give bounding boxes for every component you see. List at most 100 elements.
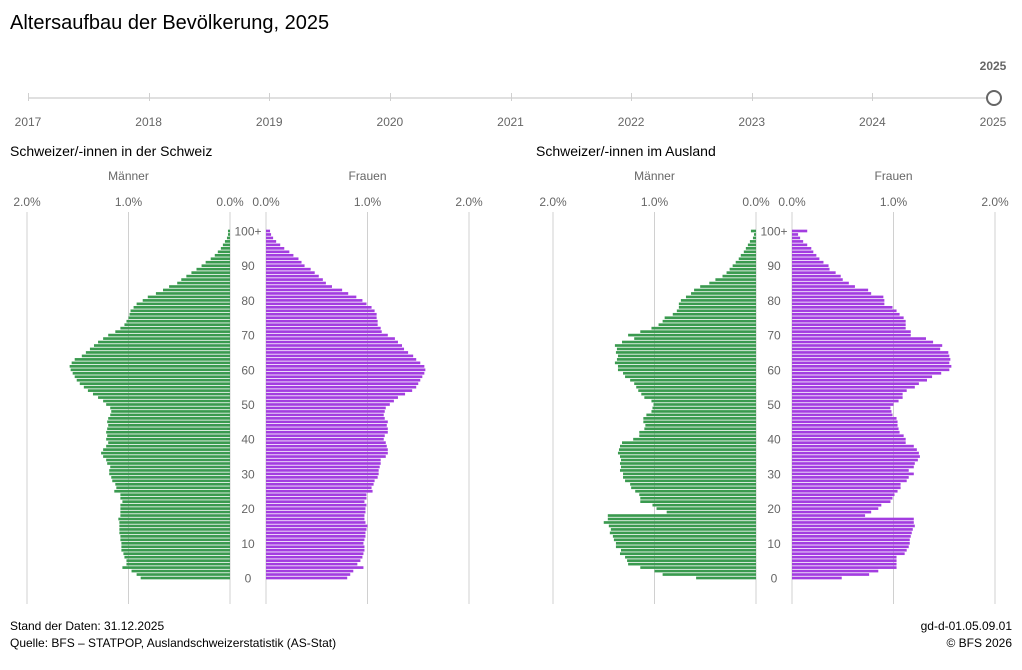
- bar-women-age-61: [792, 364, 952, 368]
- bar-women-age-74: [266, 319, 378, 323]
- bar-women-age-62: [792, 361, 950, 365]
- bar-women-age-13: [792, 531, 912, 535]
- bar-men-age-98: [226, 236, 230, 240]
- women-label: Frauen: [348, 169, 386, 183]
- year-label-2024[interactable]: 2024: [859, 115, 886, 129]
- bar-women-age-64: [792, 354, 950, 358]
- bar-women-age-6: [792, 555, 897, 559]
- bar-women-age-22: [266, 500, 365, 503]
- bar-men-age-60: [70, 368, 231, 372]
- bar-women-age-91: [792, 260, 824, 264]
- year-label-2025[interactable]: 2025: [979, 115, 1007, 129]
- year-slider-handle[interactable]: [986, 90, 1002, 106]
- bar-women-age-1: [792, 573, 870, 576]
- year-tick[interactable]: [751, 93, 753, 101]
- bar-men-age-6: [625, 555, 756, 559]
- bar-men-age-75: [664, 316, 756, 320]
- bar-women-age-49: [266, 406, 386, 410]
- bar-men-age-94: [217, 250, 230, 254]
- bar-men-age-1: [662, 573, 756, 576]
- bar-men-age-52: [644, 396, 756, 399]
- bar-men-age-97: [749, 240, 756, 243]
- bar-men-age-6: [124, 555, 230, 559]
- bar-men-age-33: [107, 462, 230, 465]
- bar-women-age-5: [266, 559, 361, 562]
- bar-men-age-60: [617, 368, 756, 372]
- bar-women-age-82: [266, 292, 349, 295]
- bar-women-age-26: [792, 486, 901, 490]
- age-tick-label: 100+: [760, 225, 787, 239]
- age-tick-label: 80: [767, 294, 781, 308]
- bar-men-age-99: [227, 233, 230, 236]
- bar-men-age-73: [124, 323, 230, 327]
- bar-men-age-88: [726, 271, 756, 274]
- bar-women-age-76: [266, 312, 377, 316]
- bar-men-age-38: [106, 444, 230, 448]
- year-label-2017[interactable]: 2017: [14, 115, 42, 129]
- copyright: © BFS 2026: [946, 636, 1012, 650]
- bar-men-age-81: [147, 295, 230, 299]
- bar-men-age-40: [633, 437, 756, 441]
- bar-women-age-81: [266, 295, 357, 299]
- bar-women-age-87: [266, 274, 319, 278]
- year-label-2022[interactable]: 2022: [617, 115, 645, 129]
- bar-women-age-1: [266, 573, 351, 576]
- bar-women-age-58: [266, 375, 423, 379]
- year-slider[interactable]: 2017 2018 2019 2020 2021 2022 2023 2024 2025 202…: [0, 0, 1022, 140]
- year-tick[interactable]: [631, 93, 633, 101]
- year-label-2021[interactable]: 2021: [497, 115, 524, 129]
- chart-title-abroad: Schweizer/-innen im Ausland: [536, 143, 716, 159]
- year-label-2019[interactable]: 2019: [255, 115, 283, 129]
- age-tick-label: 100+: [234, 225, 261, 239]
- men-label: Männer: [634, 169, 675, 183]
- bar-men-age-20: [656, 507, 756, 510]
- age-tick-label: 20: [241, 502, 255, 516]
- year-label-2020[interactable]: 2020: [376, 115, 404, 129]
- bar-men-age-57: [630, 378, 756, 382]
- bar-men-age-53: [641, 392, 756, 396]
- year-label-2018[interactable]: 2018: [135, 115, 162, 129]
- bar-men-age-9: [615, 545, 756, 549]
- bar-men-age-10: [615, 541, 756, 545]
- year-label-2023[interactable]: 2023: [738, 115, 766, 129]
- bar-women-age-10: [266, 541, 364, 545]
- bar-women-age-45: [792, 420, 898, 424]
- bar-women-age-28: [266, 479, 375, 483]
- bar-women-age-40: [266, 437, 384, 441]
- bar-women-age-65: [792, 351, 949, 354]
- bar-men-age-13: [119, 531, 230, 535]
- year-tick[interactable]: [269, 93, 271, 101]
- bar-men-age-75: [128, 316, 230, 320]
- bar-men-age-68: [622, 340, 756, 344]
- bar-men-age-44: [645, 423, 756, 427]
- bar-men-age-34: [106, 458, 230, 462]
- year-tick[interactable]: [872, 93, 874, 101]
- bar-men-age-16: [119, 521, 230, 524]
- bar-men-age-77: [130, 309, 230, 313]
- year-tick[interactable]: [148, 93, 150, 101]
- bar-men-age-93: [214, 253, 230, 257]
- bar-men-age-18: [607, 514, 756, 517]
- bar-women-age-88: [792, 271, 836, 274]
- year-tick[interactable]: [389, 93, 391, 101]
- bar-men-age-100: [227, 229, 230, 233]
- age-tick-label: 20: [767, 502, 781, 516]
- bar-men-age-48: [111, 410, 230, 413]
- bar-men-age-91: [205, 260, 230, 264]
- bar-men-age-85: [709, 281, 756, 285]
- bar-men-age-55: [636, 385, 756, 389]
- year-tick[interactable]: [28, 93, 29, 101]
- bar-men-age-31: [109, 469, 230, 472]
- bar-men-age-54: [638, 389, 756, 392]
- bar-men-age-73: [658, 323, 756, 327]
- bar-women-age-73: [792, 323, 906, 327]
- x-tick-label-women: 1.0%: [354, 195, 382, 209]
- bar-women-age-68: [792, 340, 934, 344]
- year-tick[interactable]: [510, 93, 512, 101]
- bar-women-age-90: [792, 264, 829, 268]
- bar-women-age-34: [266, 458, 381, 462]
- bar-women-age-51: [792, 399, 899, 403]
- x-tick-label-women: 0.0%: [778, 195, 806, 209]
- bar-women-age-44: [266, 423, 387, 427]
- bar-women-age-25: [266, 489, 373, 493]
